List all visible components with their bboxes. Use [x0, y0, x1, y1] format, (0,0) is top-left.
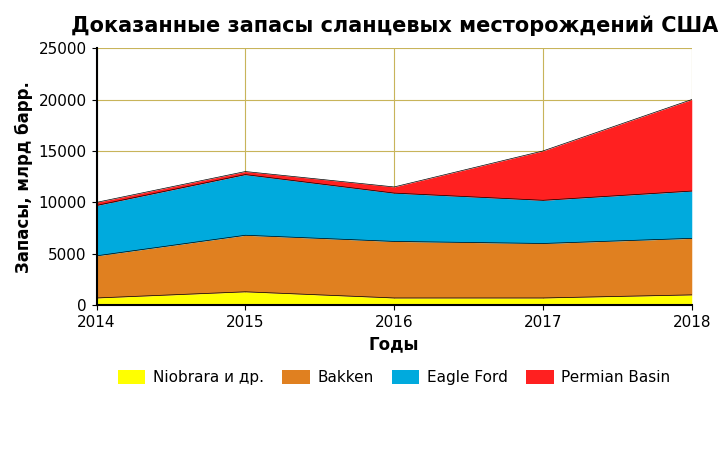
Y-axis label: Запасы, млрд барр.: Запасы, млрд барр. [15, 81, 33, 273]
Legend: Niobrara и др., Bakken, Eagle Ford, Permian Basin: Niobrara и др., Bakken, Eagle Ford, Perm… [112, 364, 677, 391]
Title: Доказанные запасы сланцевых месторождений США: Доказанные запасы сланцевых месторождени… [70, 15, 718, 36]
X-axis label: Годы: Годы [369, 336, 420, 354]
